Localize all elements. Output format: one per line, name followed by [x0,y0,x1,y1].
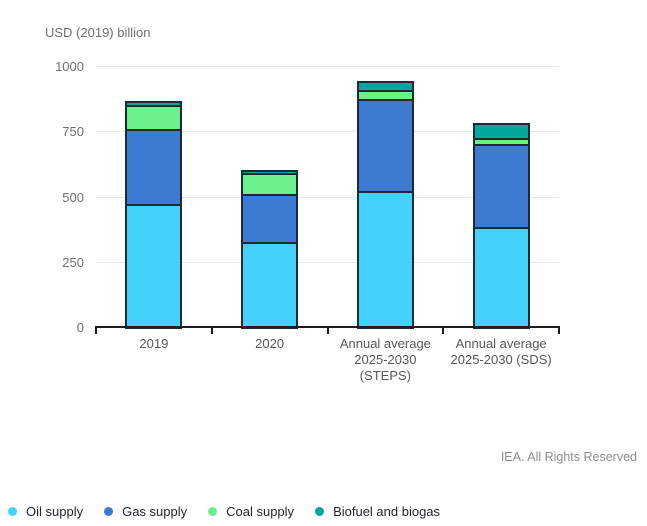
y-tick-label-750: 750 [62,124,84,140]
gridline-1000 [96,66,559,67]
x-axis-tick [558,326,560,334]
y-tick-label-1000: 1000 [55,59,84,74]
x-category-label-annual-average-2025-2030-steps: Annual average 2025-2030 (STEPS) [339,336,431,383]
x-category-label-2020: 2020 [255,336,285,351]
bar-segment-oil-supply-2019[interactable] [127,204,181,327]
bar-segment-gas-supply-annual-average-2025-2030-sds[interactable] [474,143,528,227]
legend-dot-gas-supply [104,507,114,516]
gridline-500 [96,196,559,198]
x-axis-tick [95,326,97,334]
bar-segment-biofuel-and-biogas-annual-average-2025-2030-sds[interactable] [474,124,528,138]
legend-label-oil-supply: Oil supply [26,504,84,519]
copyright-note: IEA. All Rights Reserved [500,450,637,464]
bar-segment-coal-supply-annual-average-2025-2030-sds[interactable] [474,137,528,144]
y-tick-label-250: 250 [62,254,84,270]
legend-item-gas-supply[interactable]: Gas supply [104,504,187,519]
legend-label-biofuel-and-biogas: Biofuel and biogas [333,504,441,519]
x-category-label-2019: 2019 [139,336,169,351]
x-axis-tick [326,326,329,334]
bar-segment-coal-supply-annual-average-2025-2030-steps[interactable] [358,90,412,99]
legend-dot-biofuel-and-biogas [315,507,325,516]
legend: Oil supply Gas supply Coal supply Biofuel a… [8,504,440,519]
bar-segment-oil-supply-annual-average-2025-2030-steps[interactable] [358,191,412,327]
legend-label-gas-supply: Gas supply [122,504,188,519]
bar-segment-gas-supply-annual-average-2025-2030-steps[interactable] [358,98,412,192]
bar-segment-gas-supply-2020[interactable] [243,193,297,243]
bar-segment-oil-supply-annual-average-2025-2030-sds[interactable] [474,226,528,327]
legend-item-biofuel-and-biogas[interactable]: Biofuel and biogas [315,504,440,519]
x-category-label-annual-average-2025-2030-sds: Annual average 2025-2030 (SDS) [450,336,552,367]
bar-annual-average-2025-2030-steps[interactable] [356,81,414,329]
bar-segment-biofuel-and-biogas-2019[interactable] [127,103,181,106]
legend-dot-coal-supply [208,507,218,516]
bar-2020[interactable] [241,169,299,329]
bar-annual-average-2025-2030-sds[interactable] [472,122,530,329]
x-axis-tick [210,326,213,334]
x-axis-tick [442,326,445,334]
bar-segment-oil-supply-2020[interactable] [243,242,297,327]
legend-item-oil-supply[interactable]: Oil supply [8,504,83,519]
bar-segment-biofuel-and-biogas-annual-average-2025-2030-steps[interactable] [358,83,412,91]
gridline-750 [96,131,559,133]
legend-item-coal-supply[interactable]: Coal supply [208,504,294,519]
bar-segment-biofuel-and-biogas-2020[interactable] [243,171,297,173]
axis-unit-label: USD (2019) billion [45,25,151,40]
bar-segment-gas-supply-2019[interactable] [127,128,181,205]
legend-label-coal-supply: Coal supply [226,504,295,519]
bar-2019[interactable] [125,101,183,329]
gridline-250 [96,261,559,263]
y-tick-label-0: 0 [76,320,84,335]
bar-segment-coal-supply-2019[interactable] [127,105,181,129]
legend-dot-oil-supply [8,507,17,516]
bar-segment-coal-supply-2020[interactable] [243,173,297,194]
y-tick-label-500: 500 [62,189,84,205]
